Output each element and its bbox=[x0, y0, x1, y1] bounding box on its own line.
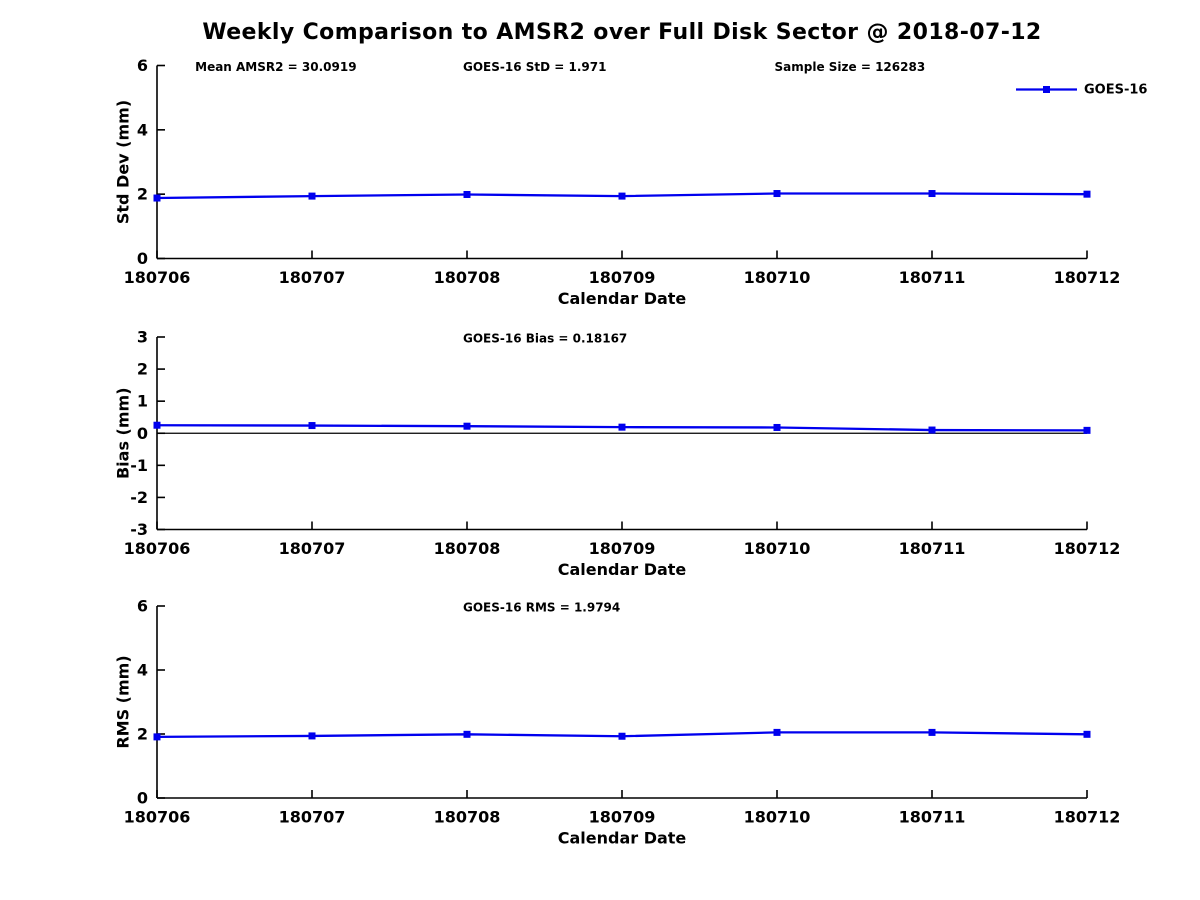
y-tick-label: 1 bbox=[137, 392, 148, 411]
x-tick-label: 180708 bbox=[434, 539, 501, 558]
y-tick-label: 3 bbox=[137, 328, 148, 347]
data-point-marker bbox=[463, 422, 471, 430]
x-tick-label: 180712 bbox=[1054, 539, 1121, 558]
y-axis-title: RMS (mm) bbox=[114, 655, 133, 748]
data-point-marker bbox=[463, 190, 471, 198]
x-tick-label: 180706 bbox=[124, 808, 191, 827]
x-axis-title: Calendar Date bbox=[558, 560, 687, 579]
x-tick-label: 180709 bbox=[589, 808, 656, 827]
y-tick-label: 4 bbox=[137, 120, 148, 139]
y-axis-title: Bias (mm) bbox=[114, 387, 133, 479]
x-tick-label: 180709 bbox=[589, 539, 656, 558]
legend: GOES-16 bbox=[1016, 83, 1147, 98]
x-tick-label: 180710 bbox=[744, 539, 811, 558]
data-point-marker bbox=[463, 730, 471, 738]
data-point-marker bbox=[618, 423, 626, 431]
y-tick-label: 0 bbox=[137, 424, 148, 443]
y-tick-label: -1 bbox=[130, 456, 148, 475]
data-point-marker bbox=[928, 728, 936, 736]
y-tick-label: 0 bbox=[137, 249, 148, 268]
y-tick-label: -3 bbox=[130, 520, 148, 539]
y-tick-label: 4 bbox=[137, 661, 148, 680]
data-point-marker bbox=[618, 192, 626, 200]
y-tick-label: -2 bbox=[130, 488, 148, 507]
x-tick-label: 180711 bbox=[899, 808, 966, 827]
data-point-marker bbox=[308, 732, 316, 740]
x-tick-label: 180711 bbox=[899, 268, 966, 287]
x-tick-label: 180708 bbox=[434, 808, 501, 827]
y-tick-label: 2 bbox=[137, 360, 148, 379]
x-axis-title: Calendar Date bbox=[558, 829, 687, 848]
data-point-marker bbox=[308, 422, 316, 430]
y-tick-label: 2 bbox=[137, 725, 148, 744]
x-tick-label: 180710 bbox=[744, 808, 811, 827]
y-tick-label: 0 bbox=[137, 789, 148, 808]
data-point-marker bbox=[1083, 426, 1091, 434]
y-axis-title: Std Dev (mm) bbox=[114, 100, 133, 224]
x-tick-label: 180707 bbox=[279, 539, 346, 558]
panel-3: 0 2 4 6 180706 180707 180708 180709 180710 180711… bbox=[114, 597, 1121, 848]
x-tick-label: 180710 bbox=[744, 268, 811, 287]
panel-1: 0 2 4 6 180706 180707 180708 180709 180710 180711… bbox=[114, 56, 1148, 308]
data-point-marker bbox=[773, 423, 781, 431]
data-point-marker bbox=[1083, 730, 1091, 738]
data-point-marker bbox=[153, 733, 161, 741]
x-tick-label: 180708 bbox=[434, 268, 501, 287]
x-tick-label: 180706 bbox=[124, 268, 191, 287]
y-tick-label: 2 bbox=[137, 185, 148, 204]
annotation-text: GOES-16 RMS = 1.9794 bbox=[463, 601, 620, 615]
x-tick-label: 180707 bbox=[279, 268, 346, 287]
x-tick-label: 180706 bbox=[124, 539, 191, 558]
legend-square-icon bbox=[1043, 86, 1050, 93]
annotation-text: GOES-16 Bias = 0.18167 bbox=[463, 332, 627, 346]
x-tick-label: 180712 bbox=[1054, 268, 1121, 287]
x-tick-label: 180712 bbox=[1054, 808, 1121, 827]
data-point-marker bbox=[308, 192, 316, 200]
data-point-marker bbox=[153, 194, 161, 202]
x-axis-title: Calendar Date bbox=[558, 289, 687, 308]
data-point-marker bbox=[928, 190, 936, 198]
annotation-text: GOES-16 StD = 1.971 bbox=[463, 60, 606, 74]
annotation-text: Mean AMSR2 = 30.0919 bbox=[195, 60, 356, 74]
figure-title: Weekly Comparison to AMSR2 over Full Dis… bbox=[202, 20, 1042, 45]
data-point-marker bbox=[928, 426, 936, 434]
panel-2: -3 -2 -1 0 1 2 3 180706 180707 180708 180709 180710… bbox=[114, 328, 1121, 580]
data-point-marker bbox=[773, 190, 781, 198]
data-point-marker bbox=[1083, 190, 1091, 198]
x-tick-label: 180711 bbox=[899, 539, 966, 558]
data-point-marker bbox=[773, 728, 781, 736]
annotation-text: Sample Size = 126283 bbox=[775, 60, 926, 74]
legend-label: GOES-16 bbox=[1084, 83, 1147, 98]
x-tick-label: 180709 bbox=[589, 268, 656, 287]
data-point-marker bbox=[618, 732, 626, 740]
y-tick-label: 6 bbox=[137, 597, 148, 616]
x-tick-label: 180707 bbox=[279, 808, 346, 827]
y-tick-label: 6 bbox=[137, 56, 148, 75]
data-point-marker bbox=[153, 421, 161, 429]
